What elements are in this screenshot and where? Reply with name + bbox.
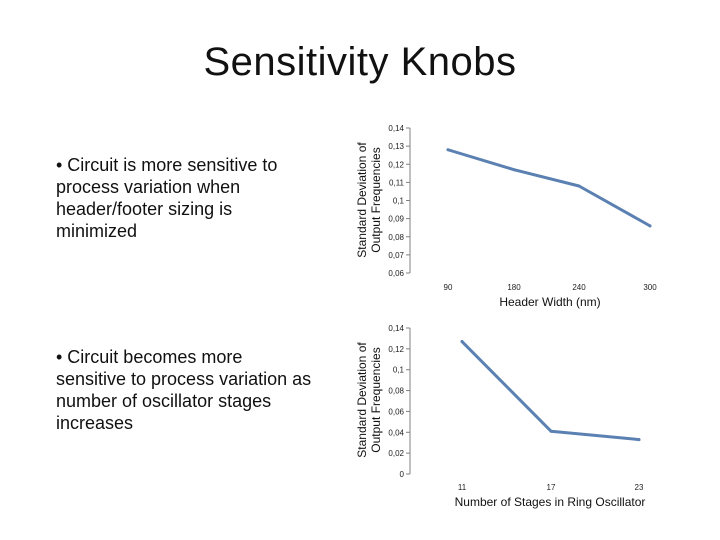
y-tick-label: 0,08: [388, 233, 404, 242]
x-tick-label: 11: [458, 483, 467, 492]
y-tick-label: 0,04: [388, 428, 404, 437]
y-tick-label: 0,06: [388, 407, 404, 416]
y-axis-title-line: Output Frequencies: [369, 347, 383, 452]
y-tick-label: 0,12: [388, 345, 404, 354]
data-point: [637, 438, 641, 442]
y-tick-label: 0,06: [388, 269, 404, 278]
series-line: [446, 148, 652, 228]
y-tick-label: 0,07: [388, 251, 404, 260]
data-point: [512, 168, 516, 172]
data-point: [648, 224, 652, 228]
x-tick-label: 23: [635, 483, 644, 492]
y-tick-label: 0,13: [388, 142, 404, 151]
data-point: [577, 184, 581, 188]
y-axis-title-line: Output Frequencies: [369, 147, 383, 252]
data-point: [460, 340, 464, 344]
data-point: [549, 429, 553, 433]
slide-title: Sensitivity Knobs: [203, 40, 517, 84]
y-tick-label: 0,12: [388, 160, 404, 169]
chart-1: 0,06 0,07 0,08 0,09 0,1 0,11 0,12 0,13 0,14 90 180…: [355, 124, 657, 309]
x-tick-label: 240: [572, 283, 586, 292]
x-axis-title: Number of Stages in Ring Oscillator: [455, 495, 646, 509]
y-axis-title-line: Standard Deviation of: [355, 142, 369, 258]
y-tick-label: 0,1: [393, 366, 405, 375]
bullet-header-footer: • Circuit is more sensitive to process v…: [56, 155, 278, 241]
x-tick-label: 17: [547, 483, 556, 492]
chart-2: 0 0,02 0,04 0,06 0,08 0,1 0,12 0,14 11 17 23 Number…: [355, 324, 645, 509]
y-axis-title: Standard Deviation ofOutput Frequencies: [355, 342, 383, 458]
data-point: [446, 148, 450, 152]
y-tick-label: 0: [400, 470, 405, 479]
x-axis-title: Header Width (nm): [499, 295, 600, 309]
y-tick-label: 0,14: [388, 324, 404, 333]
y-tick-label: 0,08: [388, 387, 404, 396]
y-tick-label: 0,11: [389, 178, 405, 187]
x-tick-label: 180: [507, 283, 521, 292]
x-tick-label: 300: [643, 283, 657, 292]
y-tick-label: 0,09: [388, 215, 404, 224]
y-tick-label: 0,02: [388, 449, 404, 458]
y-tick-label: 0,1: [393, 197, 405, 206]
x-tick-label: 90: [444, 283, 453, 292]
series-line: [460, 340, 641, 442]
y-tick-label: 0,14: [388, 124, 404, 133]
y-axis-title-line: Standard Deviation of: [355, 342, 369, 458]
y-axis-title: Standard Deviation ofOutput Frequencies: [355, 142, 383, 258]
bullet-oscillator-stages: • Circuit becomes more sensitive to proc…: [56, 347, 312, 433]
